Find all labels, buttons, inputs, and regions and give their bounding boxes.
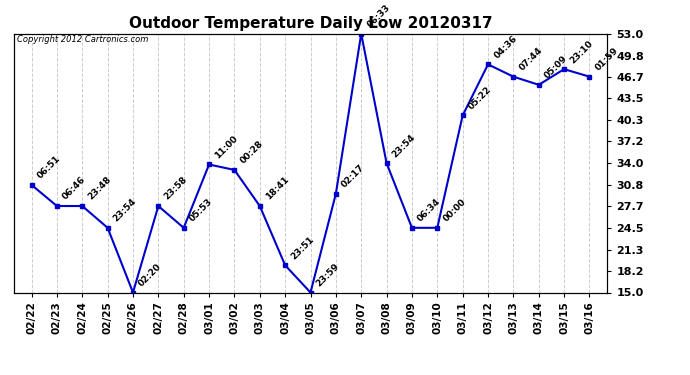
Text: 02:17: 02:17 [340,163,366,190]
Text: 23:10: 23:10 [569,39,595,65]
Text: 04:36: 04:36 [492,34,519,60]
Text: 00:28: 00:28 [239,140,265,166]
Text: Copyright 2012 Cartronics.com: Copyright 2012 Cartronics.com [17,35,148,44]
Text: 23:59: 23:59 [315,262,342,288]
Text: 01:59: 01:59 [593,46,620,72]
Text: 06:51: 06:51 [36,154,62,181]
Text: 05:22: 05:22 [467,85,493,111]
Title: Outdoor Temperature Daily Low 20120317: Outdoor Temperature Daily Low 20120317 [129,16,492,31]
Text: 23:54: 23:54 [391,132,417,159]
Text: 23:54: 23:54 [112,197,139,223]
Text: 06:33: 06:33 [366,3,392,30]
Text: 07:44: 07:44 [518,46,544,72]
Text: 06:34: 06:34 [416,197,443,223]
Text: 23:58: 23:58 [163,175,189,202]
Text: 11:00: 11:00 [213,134,239,160]
Text: 18:41: 18:41 [264,175,290,202]
Text: 02:20: 02:20 [137,262,164,288]
Text: 05:53: 05:53 [188,197,215,223]
Text: 00:00: 00:00 [442,197,468,223]
Text: 23:48: 23:48 [86,175,113,202]
Text: 05:09: 05:09 [543,54,569,81]
Text: 23:51: 23:51 [289,234,316,261]
Text: 06:46: 06:46 [61,175,88,202]
